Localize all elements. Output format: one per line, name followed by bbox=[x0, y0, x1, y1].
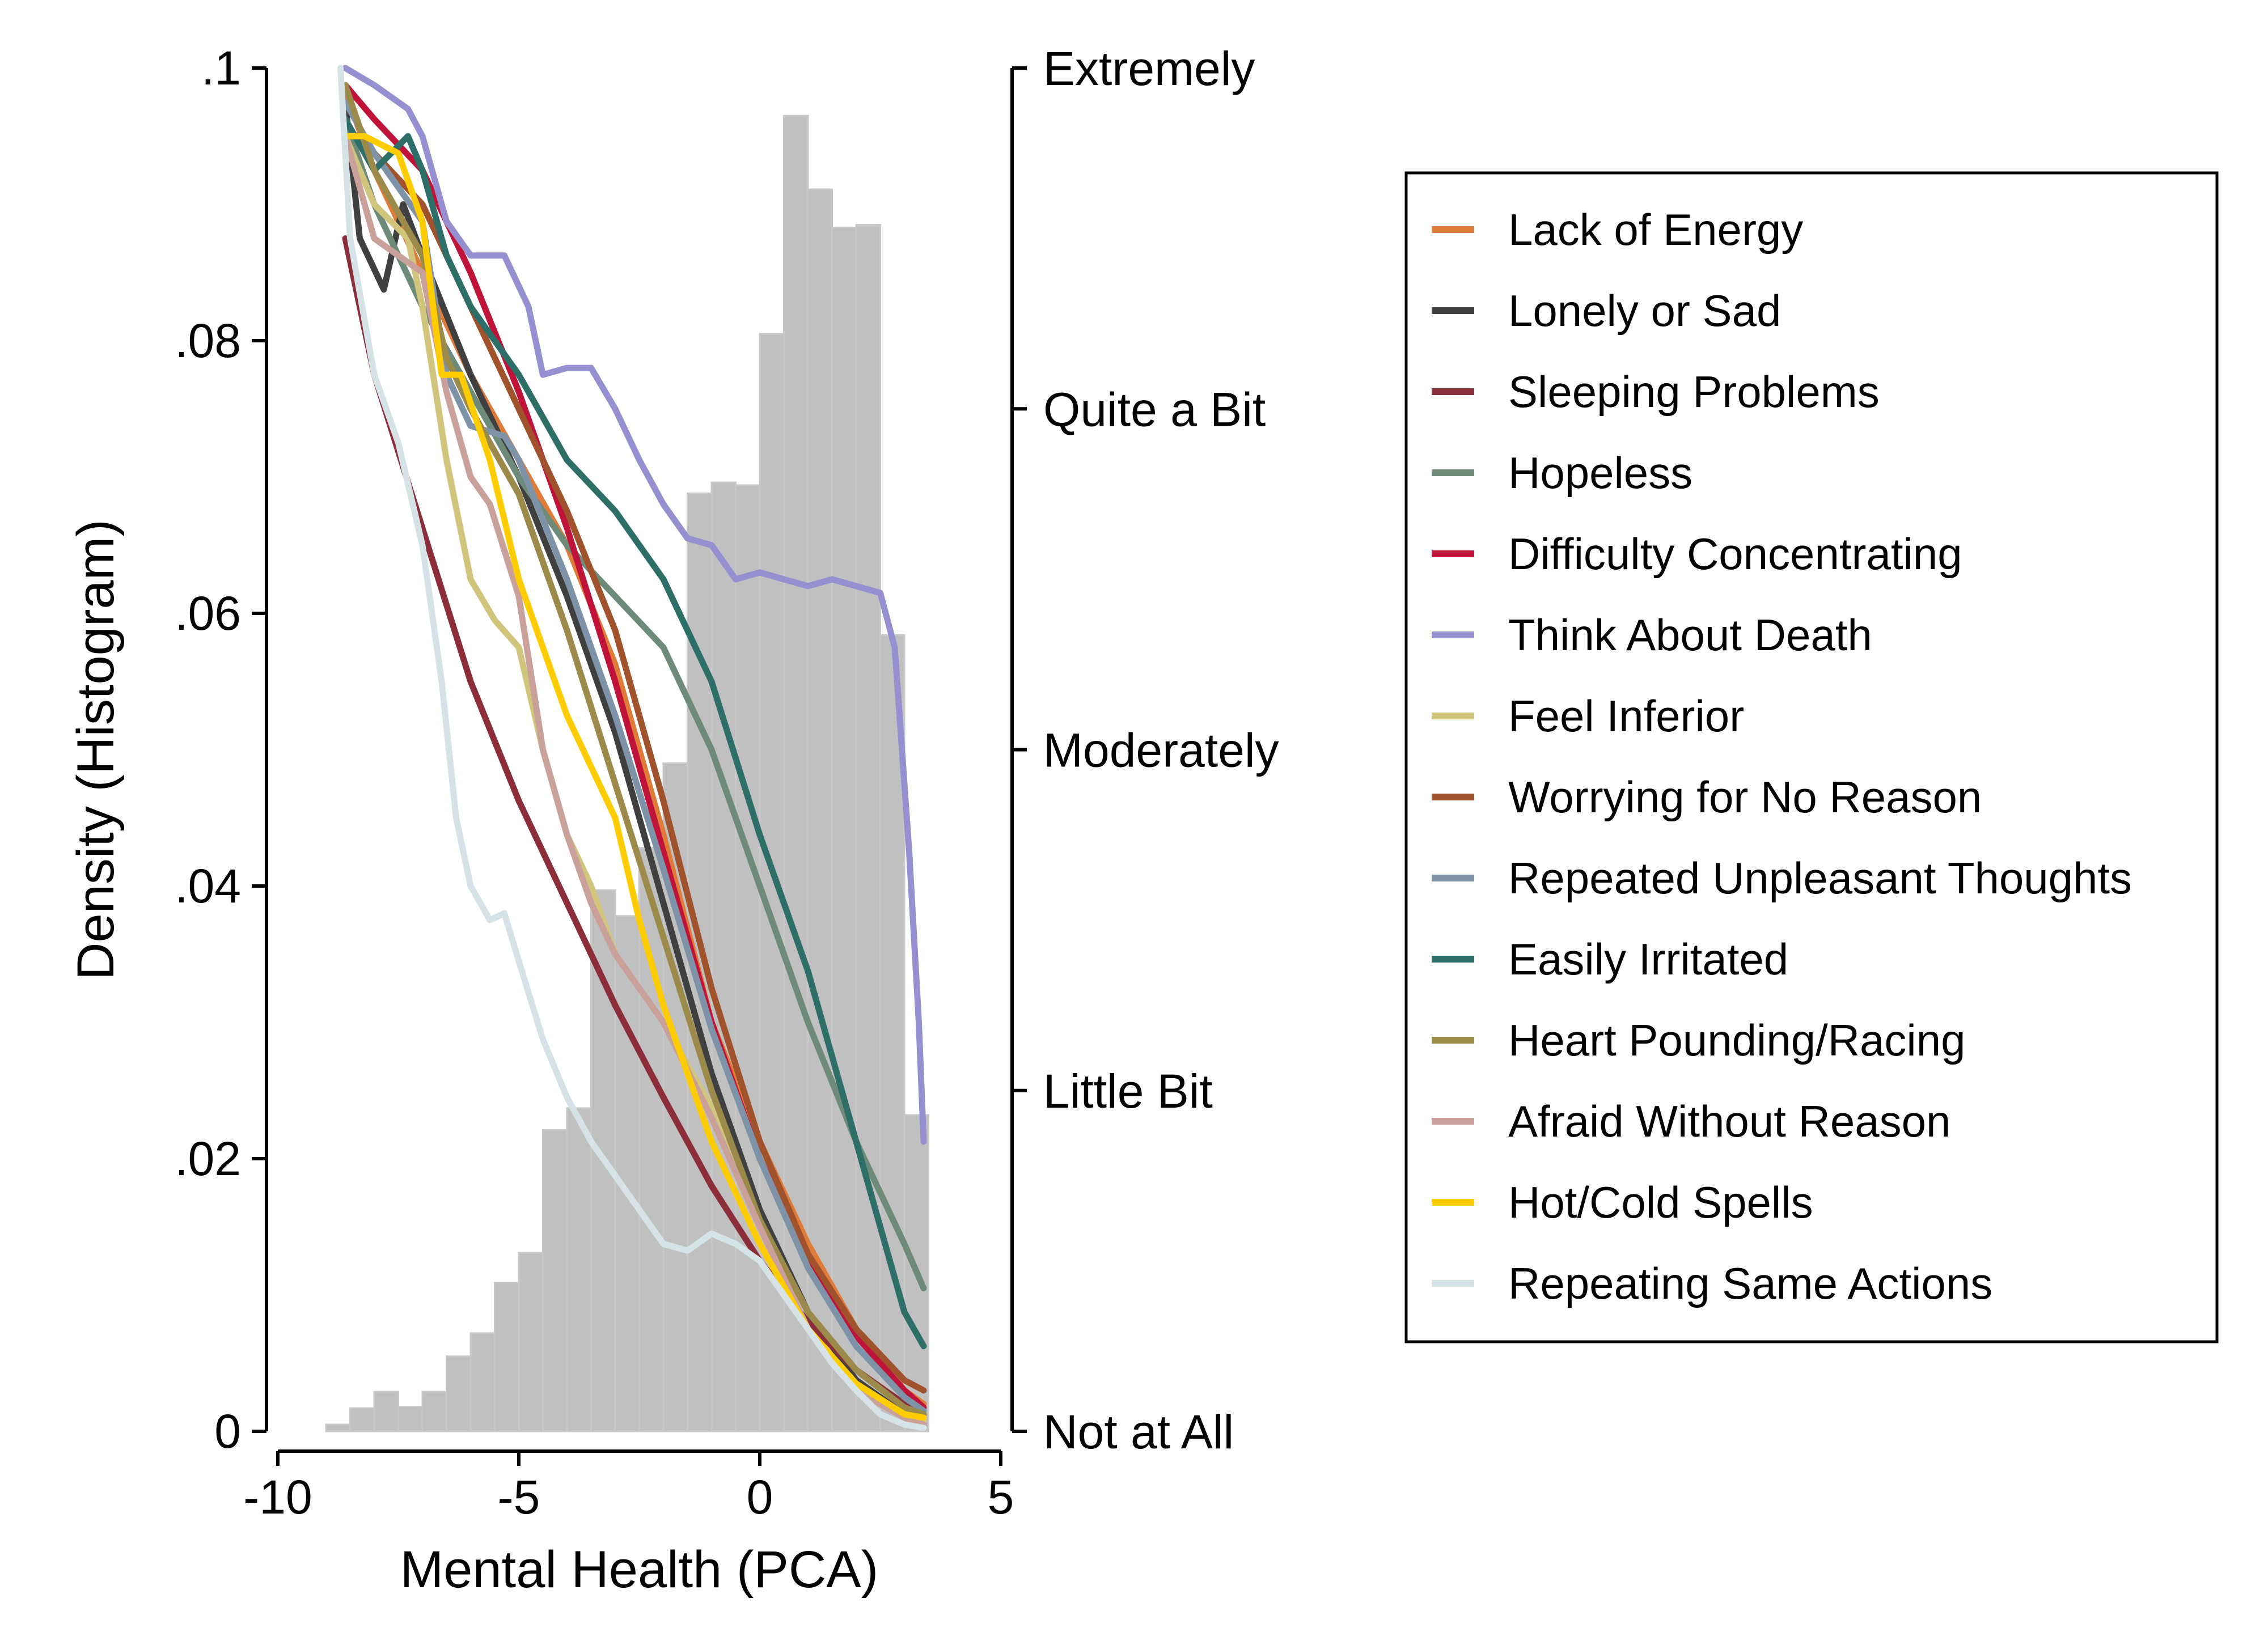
histogram-bars bbox=[325, 115, 929, 1432]
series-line-repeating-same-actions bbox=[337, 65, 927, 1431]
series-line-hot-cold-spells bbox=[342, 133, 927, 1421]
histogram-bar bbox=[397, 1406, 424, 1432]
histogram-bar bbox=[349, 1407, 375, 1432]
y2-tick-label: Little Bit bbox=[1043, 1065, 1213, 1118]
y-axis-title: Density (Histogram) bbox=[67, 519, 125, 980]
y-tick-label: .08 bbox=[175, 314, 241, 367]
x-tick-label: 5 bbox=[988, 1470, 1014, 1524]
y2-tick-label: Not at All bbox=[1043, 1405, 1234, 1459]
x-tick-label: -10 bbox=[243, 1470, 312, 1524]
histogram-bar bbox=[638, 847, 665, 1432]
legend-label: Hopeless bbox=[1508, 448, 1692, 498]
y-tick-label: .06 bbox=[175, 587, 241, 640]
histogram-bar bbox=[373, 1391, 399, 1432]
legend-label: Repeated Unpleasant Thoughts bbox=[1508, 853, 2132, 903]
histogram-bar bbox=[446, 1355, 472, 1432]
series-line-easily-irritated bbox=[342, 116, 927, 1350]
series-line-think-about-death bbox=[342, 65, 927, 1145]
x-axis-title: Mental Health (PCA) bbox=[400, 1541, 879, 1599]
y2-tick-label: Extremely bbox=[1043, 42, 1255, 95]
legend-label: Afraid Without Reason bbox=[1508, 1096, 1950, 1146]
series-lines bbox=[337, 65, 927, 1431]
histogram-bar bbox=[735, 484, 761, 1432]
legend-label: Easily Irritated bbox=[1508, 934, 1788, 984]
legend-label: Lonely or Sad bbox=[1508, 286, 1781, 336]
legend-label: Repeating Same Actions bbox=[1508, 1258, 1992, 1308]
legend: Lack of Energy Lonely or Sad Sleeping Prob… bbox=[1404, 171, 2219, 1343]
histogram-bar bbox=[469, 1332, 496, 1432]
legend-label: Feel Inferior bbox=[1508, 691, 1744, 741]
legend-label: Difficulty Concentrating bbox=[1508, 529, 1962, 579]
legend-label: Lack of Energy bbox=[1508, 205, 1803, 255]
legend-label: Hot/Cold Spells bbox=[1508, 1177, 1813, 1227]
histogram-bar bbox=[518, 1252, 544, 1432]
histogram-bar bbox=[494, 1282, 520, 1432]
legend-label: Worrying for No Reason bbox=[1508, 772, 1982, 822]
histogram-bar bbox=[566, 1107, 592, 1432]
y2-tick-label: Moderately bbox=[1043, 724, 1279, 777]
legend-label: Think About Death bbox=[1508, 610, 1872, 660]
series-line-worrying-for-no-reason bbox=[342, 99, 927, 1394]
x-tick-label: -5 bbox=[498, 1470, 540, 1524]
y2-tick-label: Quite a Bit bbox=[1043, 383, 1266, 436]
x-tick-label: 0 bbox=[747, 1470, 773, 1524]
histogram-bar bbox=[421, 1391, 447, 1432]
y-tick-label: .1 bbox=[201, 41, 241, 95]
histogram-bar bbox=[831, 226, 857, 1432]
axes: 0 .02 .04 .06 .08 .1 Not at All Little Bit Moder… bbox=[175, 41, 1279, 1524]
histogram-bar bbox=[325, 1423, 351, 1432]
y-tick-label: .04 bbox=[175, 859, 241, 913]
y-tick-label: 0 bbox=[214, 1405, 241, 1458]
histogram-bar bbox=[855, 224, 881, 1432]
legend-label: Heart Pounding/Racing bbox=[1508, 1015, 1966, 1065]
histogram-bar bbox=[614, 915, 640, 1432]
legend-box bbox=[1404, 171, 2219, 1343]
histogram-bar bbox=[710, 481, 737, 1432]
y-tick-label: .02 bbox=[175, 1132, 241, 1185]
legend-label: Sleeping Problems bbox=[1508, 367, 1880, 417]
histogram-bar bbox=[542, 1129, 568, 1432]
